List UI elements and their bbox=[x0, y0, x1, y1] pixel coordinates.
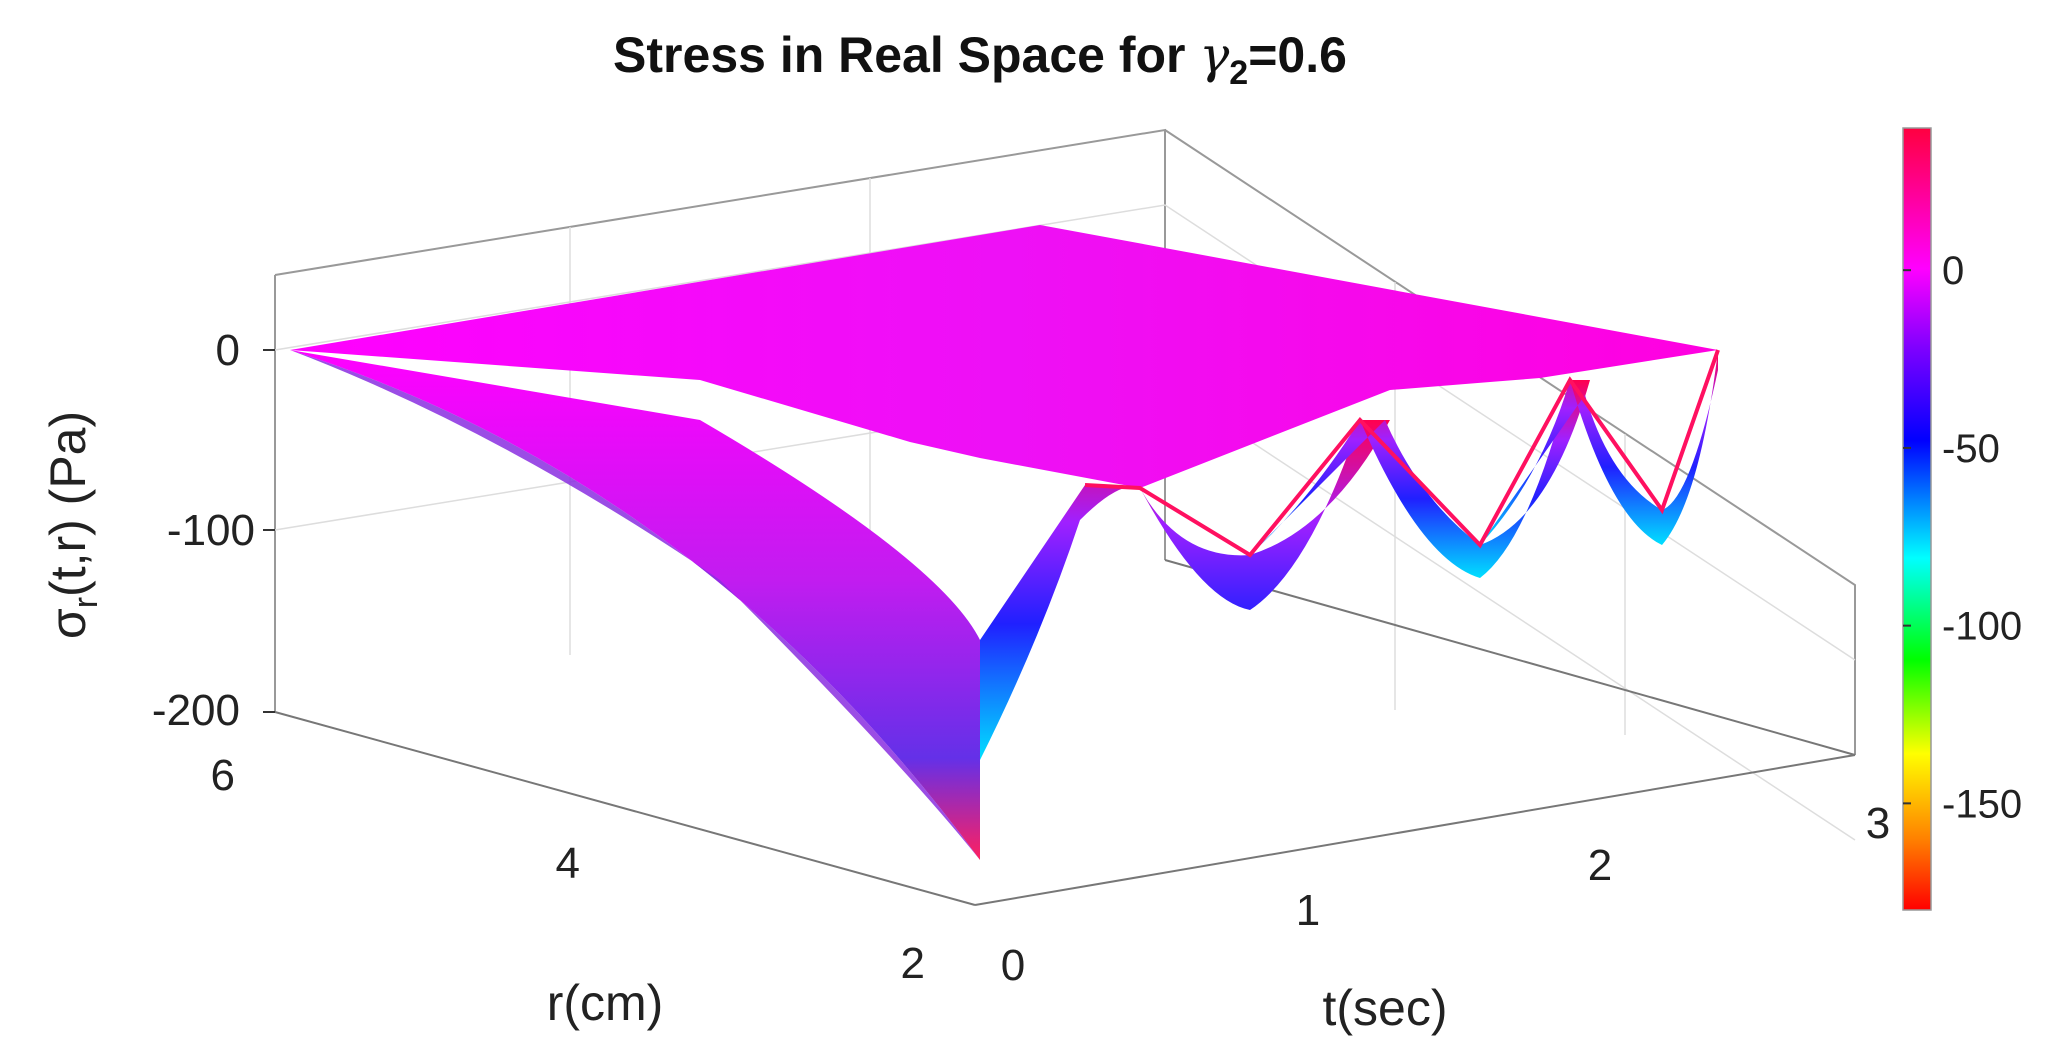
t-tick-label: 2 bbox=[1588, 841, 1612, 890]
r-tick-label: 2 bbox=[901, 939, 925, 988]
colorbar-tick-label: 0 bbox=[1942, 249, 1964, 293]
surface-wall-3 bbox=[1480, 350, 1718, 545]
t-tick-label: 3 bbox=[1866, 799, 1890, 848]
z-tick-label: -100 bbox=[167, 506, 255, 555]
surface-flat-top bbox=[290, 225, 1718, 488]
colorbar-tick-label: -50 bbox=[1942, 427, 2000, 471]
z-tick-label: -200 bbox=[152, 686, 240, 735]
t-axis-label: t(sec) bbox=[1323, 980, 1448, 1036]
t-axis: 0 1 2 3 t(sec) bbox=[1001, 799, 1890, 1036]
r-axis: 6 4 2 r(cm) bbox=[211, 751, 925, 1031]
colorbar-tick-label: -150 bbox=[1942, 782, 2022, 826]
surface-front-ridge bbox=[1084, 349, 1720, 558]
chart-title: Stress in Real Space for γ2=0.6 bbox=[613, 26, 1347, 92]
colorbar-tick-label: -100 bbox=[1942, 605, 2022, 649]
r-tick-label: 4 bbox=[556, 839, 580, 888]
t-tick-label: 1 bbox=[1296, 886, 1320, 935]
z-axis-label: σr(t,r) (Pa) bbox=[40, 411, 105, 639]
floor-lines bbox=[274, 559, 1856, 906]
surface-bowl-funnel bbox=[290, 350, 980, 860]
stress-surface bbox=[290, 225, 1720, 860]
z-axis: 0 -100 -200 bbox=[152, 326, 275, 735]
colorbar: 0 -50 -100 -150 bbox=[1902, 127, 2022, 911]
r-tick-label: 6 bbox=[211, 751, 235, 800]
surface-wall-1 bbox=[980, 420, 1390, 760]
r-axis-label: r(cm) bbox=[547, 975, 664, 1031]
colorbar-gradient bbox=[1902, 127, 1932, 911]
z-tick-label: 0 bbox=[216, 326, 240, 375]
t-tick-label: 0 bbox=[1001, 941, 1025, 990]
